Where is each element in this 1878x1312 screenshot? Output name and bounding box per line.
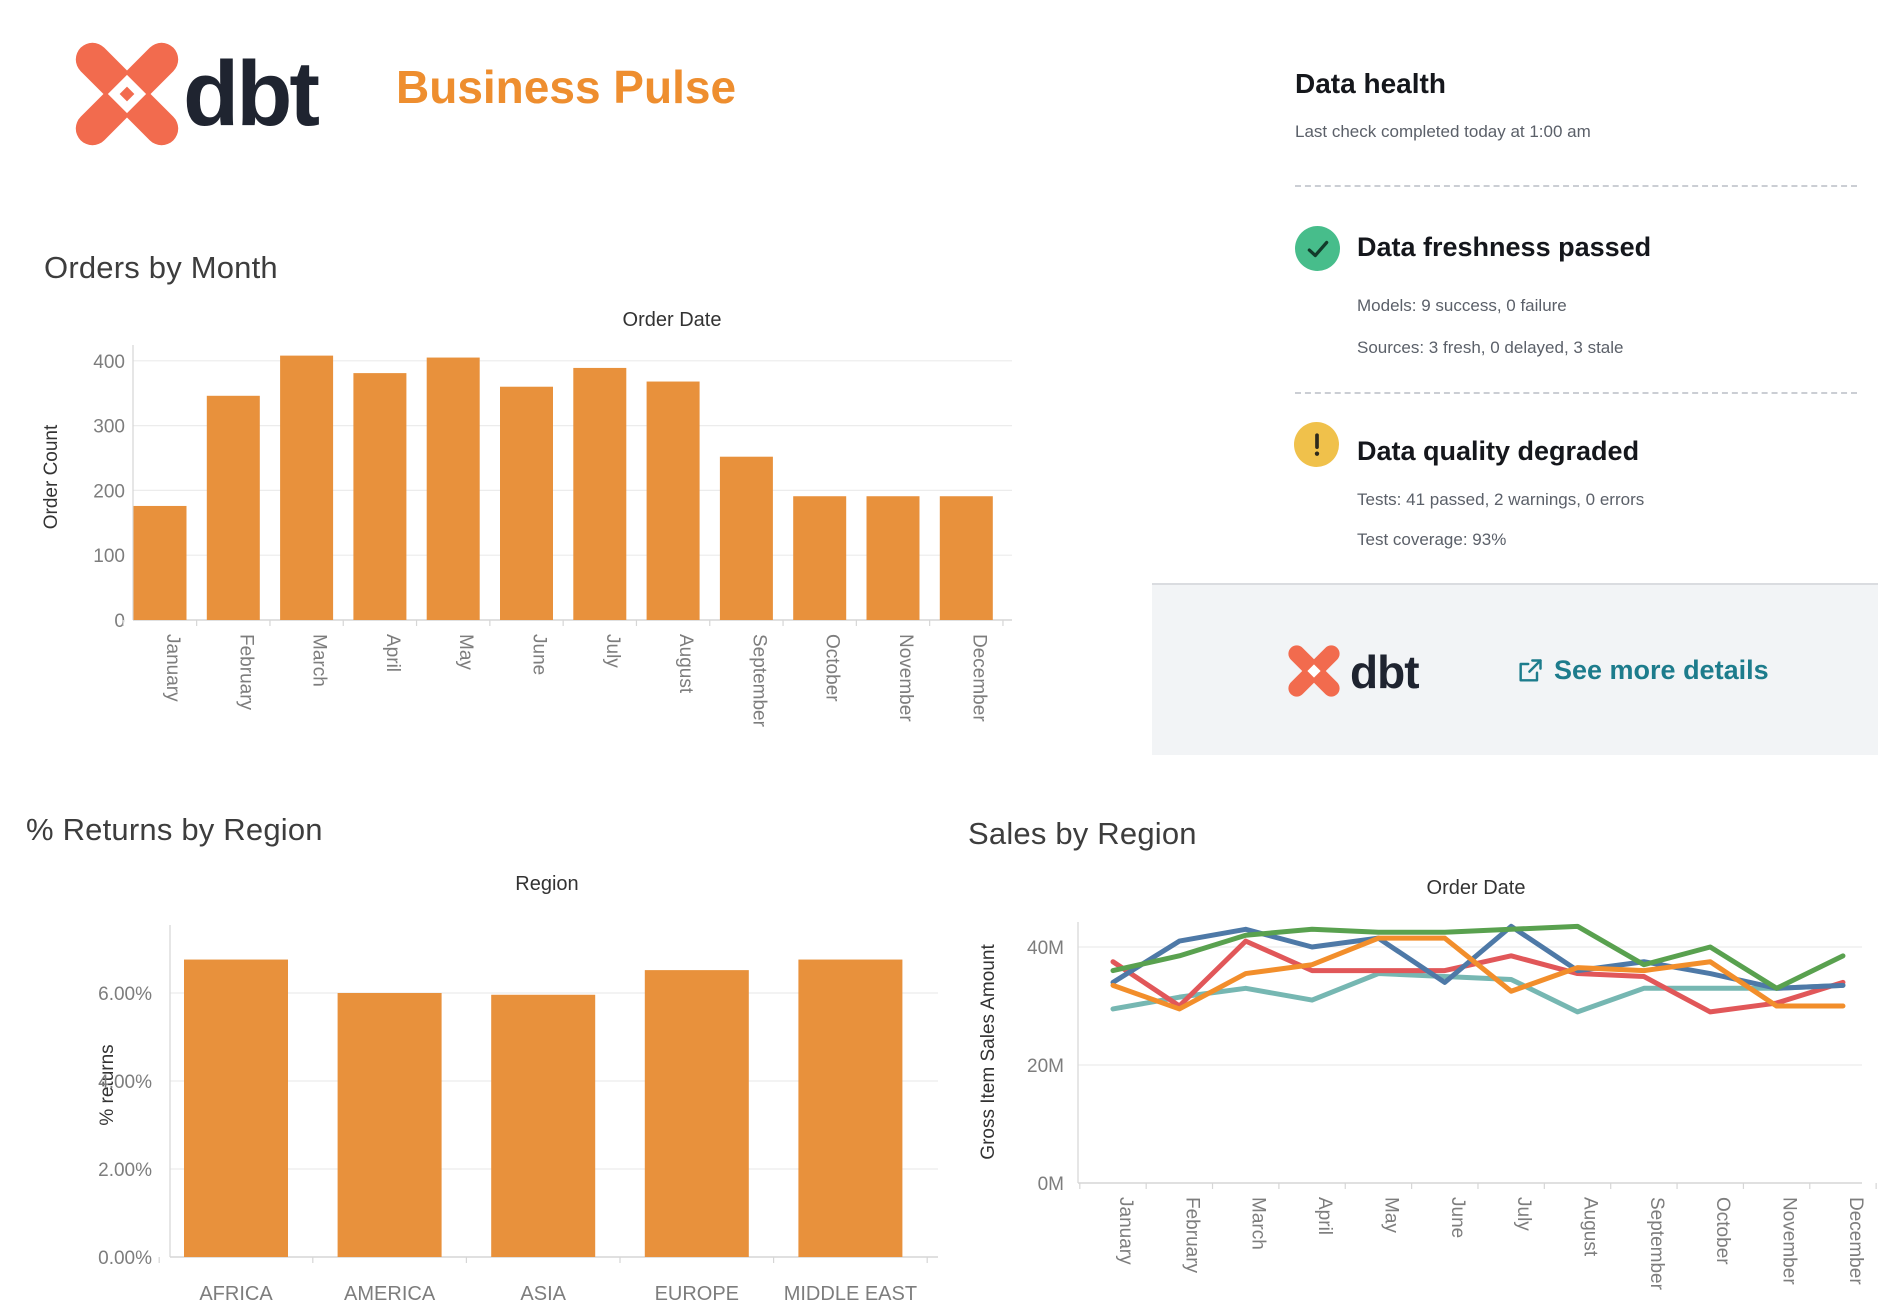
bar-January <box>133 505 187 620</box>
svg-text:AFRICA: AFRICA <box>199 1283 273 1305</box>
svg-text:2.00%: 2.00% <box>98 1160 152 1181</box>
svg-text:300: 300 <box>93 417 125 438</box>
quality-status-title: Data quality degraded <box>1357 436 1640 466</box>
bar-MIDDLE EAST <box>798 959 903 1257</box>
bar-EUROPE <box>644 970 749 1257</box>
freshness-models-text: Models: 9 success, 0 failure <box>1357 296 1567 315</box>
data-health-title: Data health <box>1295 68 1446 99</box>
svg-text:June: June <box>529 634 550 675</box>
divider <box>1295 185 1857 187</box>
svg-text:March: March <box>1248 1197 1269 1250</box>
svg-text:EUROPE: EUROPE <box>655 1283 739 1305</box>
dbt-wordmark: dbt <box>183 43 320 145</box>
bar-September <box>719 456 773 620</box>
line-series-orange <box>1110 935 1846 1012</box>
quality-tests-text: Tests: 41 passed, 2 warnings, 0 errors <box>1357 490 1645 509</box>
returns-by-region-bar-chart: Region % returns 0.00% 2.00% 4.00% 6.00% AFRIC… <box>97 873 938 1305</box>
bar-March <box>280 355 334 620</box>
data-health-footer <box>1152 583 1878 755</box>
svg-text:February: February <box>235 634 256 711</box>
svg-text:Region: Region <box>515 873 578 895</box>
svg-text:December: December <box>1845 1197 1866 1285</box>
svg-text:400: 400 <box>93 352 125 373</box>
svg-text:0M: 0M <box>1038 1174 1064 1195</box>
svg-text:% returns: % returns <box>97 1044 118 1125</box>
bar-February <box>206 395 260 620</box>
svg-text:November: November <box>895 634 916 722</box>
page-title: Business Pulse <box>396 61 737 113</box>
dbt-logo-small-icon <box>1288 645 1340 697</box>
svg-text:May: May <box>1380 1197 1401 1233</box>
bar-AFRICA <box>184 959 288 1257</box>
svg-text:20M: 20M <box>1027 1056 1064 1077</box>
svg-text:Order Date: Order Date <box>623 309 722 331</box>
svg-text:July: July <box>602 634 623 668</box>
bar-December <box>939 496 993 620</box>
bar-August <box>646 381 700 620</box>
svg-text:Order Count: Order Count <box>41 424 62 529</box>
svg-text:4.00%: 4.00% <box>98 1072 152 1093</box>
dbt-logo-icon <box>75 38 179 150</box>
svg-text:0.00%: 0.00% <box>98 1248 152 1269</box>
line-series-green <box>1110 923 1846 991</box>
warning-circle-icon <box>1294 422 1339 467</box>
divider <box>1295 392 1857 394</box>
svg-text:April: April <box>382 634 403 672</box>
svg-text:November: November <box>1779 1197 1800 1285</box>
svg-text:January: January <box>1115 1197 1136 1265</box>
bar-April <box>353 373 407 620</box>
external-link-icon <box>1516 657 1544 685</box>
svg-text:August: August <box>675 634 696 694</box>
svg-text:100: 100 <box>93 546 125 567</box>
svg-text:200: 200 <box>93 481 125 502</box>
svg-text:January: January <box>162 634 183 702</box>
svg-text:MIDDLE EAST: MIDDLE EAST <box>784 1283 917 1305</box>
line-series-teal <box>1110 971 1846 1015</box>
svg-text:March: March <box>309 634 330 687</box>
bar-AMERICA <box>337 993 442 1257</box>
orders-by-month-bar-chart: Order Date Order Count 0 100 200 300 400 Januar… <box>41 309 1012 728</box>
svg-text:October: October <box>1712 1197 1733 1265</box>
freshness-sources-text: Sources: 3 fresh, 0 delayed, 3 stale <box>1357 338 1624 357</box>
svg-text:August: August <box>1580 1197 1601 1257</box>
svg-text:Gross Item Sales Amount: Gross Item Sales Amount <box>978 944 999 1160</box>
freshness-status-title: Data freshness passed <box>1357 232 1652 262</box>
bar-October <box>793 496 847 620</box>
svg-text:April: April <box>1314 1197 1335 1235</box>
svg-text:0: 0 <box>114 611 125 632</box>
svg-text:December: December <box>968 634 989 722</box>
svg-text:6.00%: 6.00% <box>98 984 152 1005</box>
svg-text:ASIA: ASIA <box>520 1283 566 1305</box>
bar-June <box>500 386 553 620</box>
check-circle-icon <box>1295 226 1340 271</box>
svg-text:AMERICA: AMERICA <box>344 1283 436 1305</box>
svg-text:September: September <box>748 634 769 728</box>
svg-text:July: July <box>1513 1197 1534 1231</box>
svg-text:October: October <box>822 634 843 702</box>
svg-text:May: May <box>455 634 476 670</box>
svg-text:September: September <box>1646 1197 1667 1291</box>
svg-text:June: June <box>1447 1197 1468 1238</box>
returns-chart-title: % Returns by Region <box>26 812 323 847</box>
bar-May <box>426 357 480 620</box>
see-more-details-link[interactable]: See more details <box>1516 655 1769 686</box>
bar-November <box>866 496 920 620</box>
bar-July <box>573 367 627 620</box>
bar-ASIA <box>491 994 596 1257</box>
orders-chart-title: Orders by Month <box>44 250 278 285</box>
data-health-last-check: Last check completed today at 1:00 am <box>1295 122 1591 141</box>
sales-by-region-line-chart: Order Date Gross Item Sales Amount 0M 20M 40… <box>978 877 1877 1291</box>
sales-chart-title: Sales by Region <box>968 816 1197 851</box>
svg-text:Order Date: Order Date <box>1427 877 1526 899</box>
quality-coverage-text: Test coverage: 93% <box>1357 530 1507 549</box>
svg-text:40M: 40M <box>1027 938 1064 959</box>
line-series-blue <box>1110 923 1846 991</box>
dbt-wordmark-small: dbt <box>1350 646 1420 698</box>
svg-text:February: February <box>1181 1197 1202 1274</box>
see-more-details-label: See more details <box>1554 655 1769 685</box>
